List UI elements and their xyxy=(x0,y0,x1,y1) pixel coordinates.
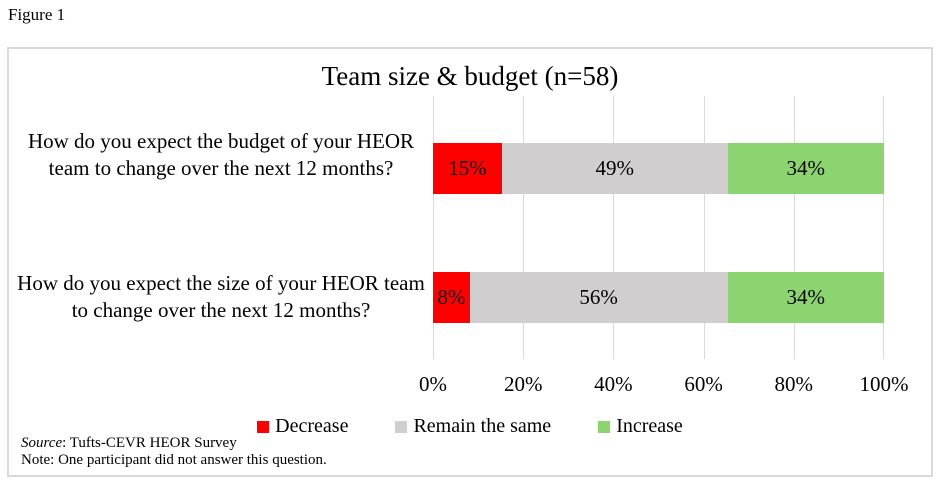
gridline xyxy=(433,96,434,359)
legend-label: Remain the same xyxy=(413,415,552,437)
bar-value-label: 56% xyxy=(579,285,618,309)
source-text: : Tufts-CEVR HEOR Survey xyxy=(62,435,237,451)
plot-area: 15% 49% 34% 8% 56% 34% xyxy=(433,96,884,359)
bar-segment-increase: 34% xyxy=(727,143,884,194)
footnote: Note: One participant did not answer thi… xyxy=(21,452,327,468)
gridline xyxy=(703,96,705,359)
x-tick-label: 100% xyxy=(859,372,909,396)
x-tick-label: 20% xyxy=(503,372,543,396)
figure-label: Figure 1 xyxy=(8,5,66,24)
legend-item-remain-the-same: Remain the same xyxy=(395,415,551,438)
bar-segment-increase: 34% xyxy=(727,272,884,323)
legend-swatch-decrease xyxy=(257,420,270,433)
chart-title: Team size & budget (n=58) xyxy=(321,61,619,91)
gridline xyxy=(793,96,795,359)
bar-segment-decrease: 8% xyxy=(433,272,470,323)
x-tick-label: 80% xyxy=(774,372,814,396)
legend: Decrease Remain the same Increase xyxy=(9,415,931,438)
chart-area: Team size & budget (n=58) How do you exp… xyxy=(7,47,933,477)
bar-value-label: 34% xyxy=(786,285,826,309)
category-label: How do you expect the size of your HEOR … xyxy=(17,271,425,322)
legend-swatch-increase xyxy=(598,420,611,433)
bar-row: 15% 49% 34% xyxy=(433,143,884,194)
x-axis: 0% 20% 40% 60% 80% 100% xyxy=(419,372,909,398)
x-tick-label: 60% xyxy=(684,372,723,396)
gridline xyxy=(523,96,525,359)
legend-item-decrease: Decrease xyxy=(257,415,348,438)
bar-value-label: 49% xyxy=(595,156,635,180)
legend-label: Decrease xyxy=(275,415,349,437)
bar-value-label: 15% xyxy=(448,156,487,180)
bar-value-label: 8% xyxy=(437,285,466,309)
gridline xyxy=(613,96,615,359)
legend-item-increase: Increase xyxy=(598,415,683,438)
x-tick-label: 40% xyxy=(594,372,633,396)
bar-segment-remain-the-same: 56% xyxy=(469,272,728,323)
gridline xyxy=(883,96,884,359)
legend-label: Increase xyxy=(616,415,683,437)
bar-value-label: 34% xyxy=(786,156,826,180)
source-label: Source xyxy=(21,435,63,451)
bar-row: 8% 56% 34% xyxy=(433,272,884,323)
source-note: Source: Tufts-CEVR HEOR Survey xyxy=(21,435,237,452)
bar-segment-remain-the-same: 49% xyxy=(502,143,728,194)
x-tick-label: 0% xyxy=(419,372,447,396)
category-label: How do you expect the budget of your HEO… xyxy=(27,129,415,180)
bar-segment-decrease: 15% xyxy=(433,143,503,194)
legend-swatch-remain-the-same xyxy=(395,420,408,433)
